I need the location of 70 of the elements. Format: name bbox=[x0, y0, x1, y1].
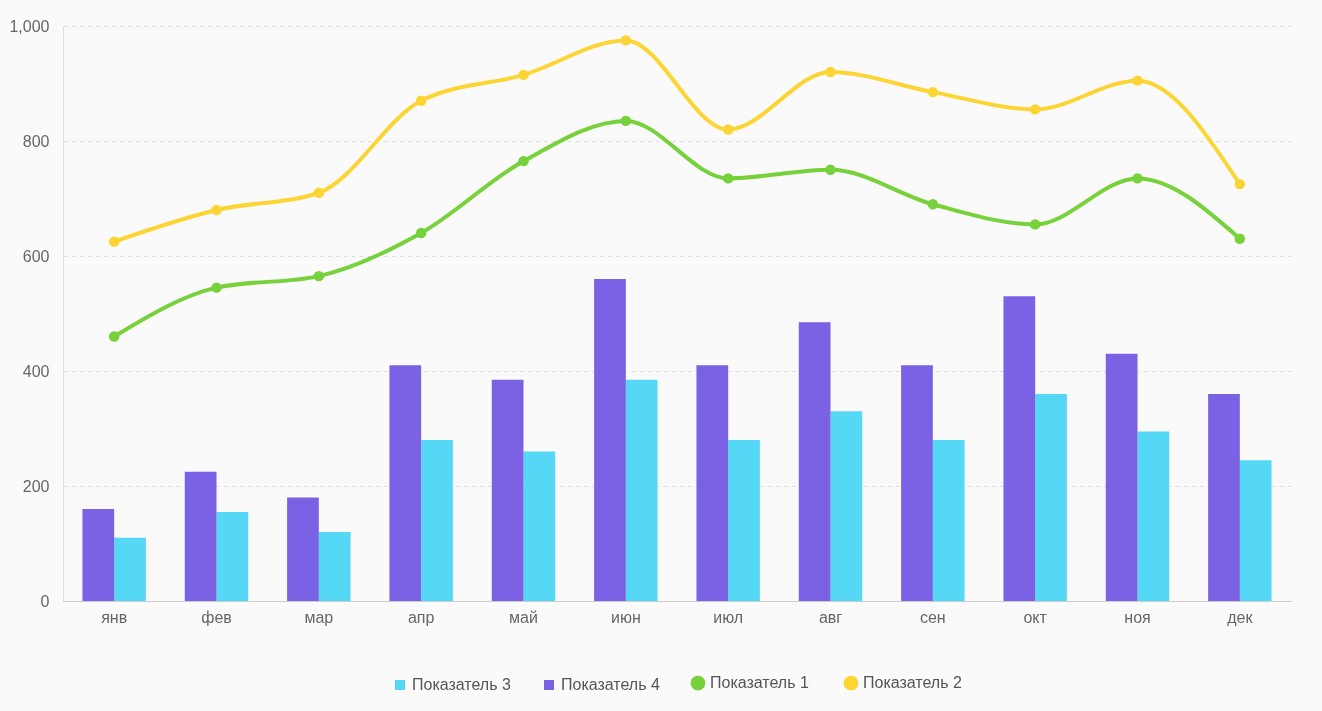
point bbox=[1029, 219, 1041, 230]
point bbox=[313, 187, 325, 198]
bar bbox=[1105, 353, 1138, 601]
bar bbox=[216, 511, 249, 601]
x-tick-label: май bbox=[509, 608, 538, 626]
point bbox=[1234, 178, 1246, 190]
x-tick-label: фев bbox=[201, 608, 232, 626]
bar bbox=[318, 532, 351, 601]
bar bbox=[594, 279, 626, 601]
legend-label: Показатель 1 bbox=[710, 674, 809, 692]
bar bbox=[1239, 460, 1272, 601]
point bbox=[1132, 173, 1143, 184]
x-tick-label: сен bbox=[919, 608, 946, 626]
point bbox=[1029, 104, 1041, 115]
legend-label: Показатель 3 bbox=[412, 676, 511, 693]
point bbox=[313, 270, 325, 282]
point bbox=[108, 331, 120, 342]
bar bbox=[625, 379, 658, 601]
x-tick-label: окт bbox=[1023, 608, 1048, 626]
y-tick-label: 0 bbox=[40, 592, 50, 610]
point bbox=[211, 282, 222, 293]
bar bbox=[830, 411, 863, 601]
point bbox=[1132, 75, 1143, 86]
point bbox=[1234, 233, 1246, 244]
y-tick-label: 800 bbox=[22, 132, 50, 150]
legend-label: Показатель 2 bbox=[863, 674, 962, 692]
point bbox=[927, 86, 939, 98]
x-tick-label: дек bbox=[1227, 608, 1254, 626]
point bbox=[927, 199, 939, 210]
point bbox=[825, 164, 836, 175]
x-tick-label: апр bbox=[407, 608, 435, 626]
y-tick-label: 200 bbox=[22, 477, 50, 495]
bar bbox=[728, 440, 760, 601]
bar bbox=[932, 440, 965, 601]
bar bbox=[1035, 394, 1067, 601]
bar bbox=[523, 451, 556, 601]
bar bbox=[491, 379, 524, 601]
y-tick-label: 600 bbox=[22, 247, 50, 265]
bar bbox=[184, 471, 217, 601]
bar bbox=[114, 537, 146, 601]
point bbox=[518, 155, 529, 167]
bar bbox=[421, 440, 453, 601]
bar bbox=[1137, 431, 1170, 601]
point bbox=[518, 69, 529, 81]
bar bbox=[1208, 394, 1240, 601]
bar bbox=[901, 365, 933, 601]
point bbox=[415, 227, 427, 239]
point bbox=[620, 35, 632, 46]
bar bbox=[696, 365, 729, 601]
point bbox=[620, 115, 632, 127]
point bbox=[211, 204, 222, 216]
x-tick-label: июл bbox=[713, 608, 744, 626]
x-tick-label: ноя bbox=[1124, 608, 1151, 626]
point bbox=[722, 173, 734, 184]
y-tick-label: 400 bbox=[22, 362, 50, 380]
bar bbox=[287, 497, 319, 601]
legend-label: Показатель 4 bbox=[561, 676, 660, 693]
point bbox=[825, 66, 836, 78]
x-tick-label: июн bbox=[610, 608, 641, 626]
x-tick-label: авг bbox=[818, 608, 843, 626]
point bbox=[108, 236, 120, 247]
point bbox=[722, 124, 734, 135]
y-tick-label: 1,000 bbox=[9, 17, 50, 35]
x-tick-label: мар bbox=[304, 608, 334, 626]
bar bbox=[82, 509, 115, 601]
point bbox=[415, 95, 427, 106]
bar bbox=[798, 322, 831, 601]
x-tick-label: янв bbox=[101, 608, 128, 626]
bar bbox=[389, 365, 422, 601]
bar bbox=[1003, 296, 1036, 601]
